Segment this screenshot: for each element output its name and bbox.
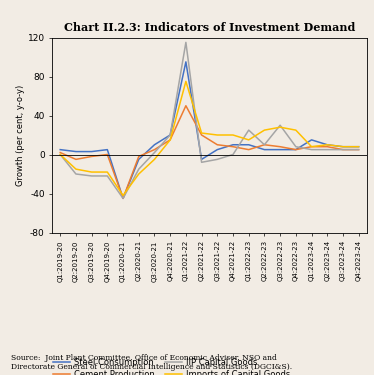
Cement Production <box>341 147 345 152</box>
Cement Production <box>105 152 110 157</box>
IIP Capital Goods <box>294 144 298 149</box>
IIP Capital Goods <box>325 147 329 152</box>
IIP Capital Goods <box>278 123 282 128</box>
Steel Consumption <box>215 147 220 152</box>
IIP Capital Goods <box>341 147 345 152</box>
IIP Capital Goods <box>137 167 141 171</box>
Steel Consumption <box>89 149 94 154</box>
Cement Production <box>278 144 282 149</box>
Steel Consumption <box>137 157 141 162</box>
Imports of Capital Goods <box>74 167 78 171</box>
IIP Capital Goods <box>246 128 251 132</box>
Imports of Capital Goods <box>325 142 329 147</box>
Steel Consumption <box>325 142 329 147</box>
Imports of Capital Goods <box>105 170 110 174</box>
Steel Consumption <box>74 149 78 154</box>
Cement Production <box>309 144 314 149</box>
Cement Production <box>294 147 298 152</box>
Cement Production <box>215 142 220 147</box>
Steel Consumption <box>231 142 235 147</box>
Imports of Capital Goods <box>215 133 220 137</box>
Steel Consumption <box>294 147 298 152</box>
Cement Production <box>325 144 329 149</box>
Cement Production <box>184 104 188 108</box>
Imports of Capital Goods <box>246 138 251 142</box>
Imports of Capital Goods <box>231 133 235 137</box>
Imports of Capital Goods <box>341 144 345 149</box>
Imports of Capital Goods <box>294 128 298 132</box>
Imports of Capital Goods <box>58 152 62 157</box>
Y-axis label: Growth (per cent, y-o-y): Growth (per cent, y-o-y) <box>16 84 25 186</box>
Cement Production <box>246 147 251 152</box>
Imports of Capital Goods <box>184 79 188 84</box>
IIP Capital Goods <box>199 160 204 165</box>
IIP Capital Goods <box>184 40 188 45</box>
Steel Consumption <box>168 133 172 137</box>
Steel Consumption <box>309 138 314 142</box>
Cement Production <box>168 138 172 142</box>
Steel Consumption <box>356 144 361 149</box>
Line: Imports of Capital Goods: Imports of Capital Goods <box>60 81 359 195</box>
IIP Capital Goods <box>168 133 172 137</box>
Cement Production <box>262 142 267 147</box>
Cement Production <box>74 157 78 162</box>
Steel Consumption <box>199 157 204 162</box>
IIP Capital Goods <box>74 172 78 176</box>
Imports of Capital Goods <box>356 144 361 149</box>
IIP Capital Goods <box>309 147 314 152</box>
Imports of Capital Goods <box>152 157 157 162</box>
Cement Production <box>89 154 94 159</box>
Cement Production <box>356 147 361 152</box>
Imports of Capital Goods <box>121 193 125 198</box>
Cement Production <box>231 144 235 149</box>
IIP Capital Goods <box>152 150 157 155</box>
IIP Capital Goods <box>89 174 94 178</box>
IIP Capital Goods <box>121 196 125 201</box>
Imports of Capital Goods <box>278 125 282 129</box>
IIP Capital Goods <box>356 147 361 152</box>
Imports of Capital Goods <box>309 144 314 149</box>
Title: Chart II.2.3: Indicators of Investment Demand: Chart II.2.3: Indicators of Investment D… <box>64 21 355 33</box>
Cement Production <box>121 196 125 201</box>
IIP Capital Goods <box>231 152 235 157</box>
Imports of Capital Goods <box>199 131 204 135</box>
IIP Capital Goods <box>215 157 220 162</box>
Imports of Capital Goods <box>168 138 172 142</box>
Line: Cement Production: Cement Production <box>60 106 359 198</box>
Text: Source:  Joint Plant Committee, Office of Economic Adviser, NSO and
Directorate : Source: Joint Plant Committee, Office of… <box>11 354 292 371</box>
IIP Capital Goods <box>105 174 110 178</box>
Imports of Capital Goods <box>262 128 267 132</box>
Steel Consumption <box>58 147 62 152</box>
Cement Production <box>199 133 204 137</box>
Imports of Capital Goods <box>137 172 141 176</box>
Steel Consumption <box>105 147 110 152</box>
Steel Consumption <box>121 196 125 201</box>
Steel Consumption <box>246 142 251 147</box>
Steel Consumption <box>341 144 345 149</box>
Cement Production <box>137 154 141 159</box>
Steel Consumption <box>184 60 188 64</box>
IIP Capital Goods <box>262 142 267 147</box>
Cement Production <box>152 147 157 152</box>
Line: Steel Consumption: Steel Consumption <box>60 62 359 198</box>
IIP Capital Goods <box>58 152 62 157</box>
Imports of Capital Goods <box>89 170 94 174</box>
Steel Consumption <box>262 147 267 152</box>
Line: IIP Capital Goods: IIP Capital Goods <box>60 42 359 198</box>
Cement Production <box>58 150 62 155</box>
Steel Consumption <box>278 147 282 152</box>
Legend: Steel Consumption, Cement Production, IIP Capital Goods, Imports of Capital Good: Steel Consumption, Cement Production, II… <box>53 358 290 375</box>
Steel Consumption <box>152 142 157 147</box>
